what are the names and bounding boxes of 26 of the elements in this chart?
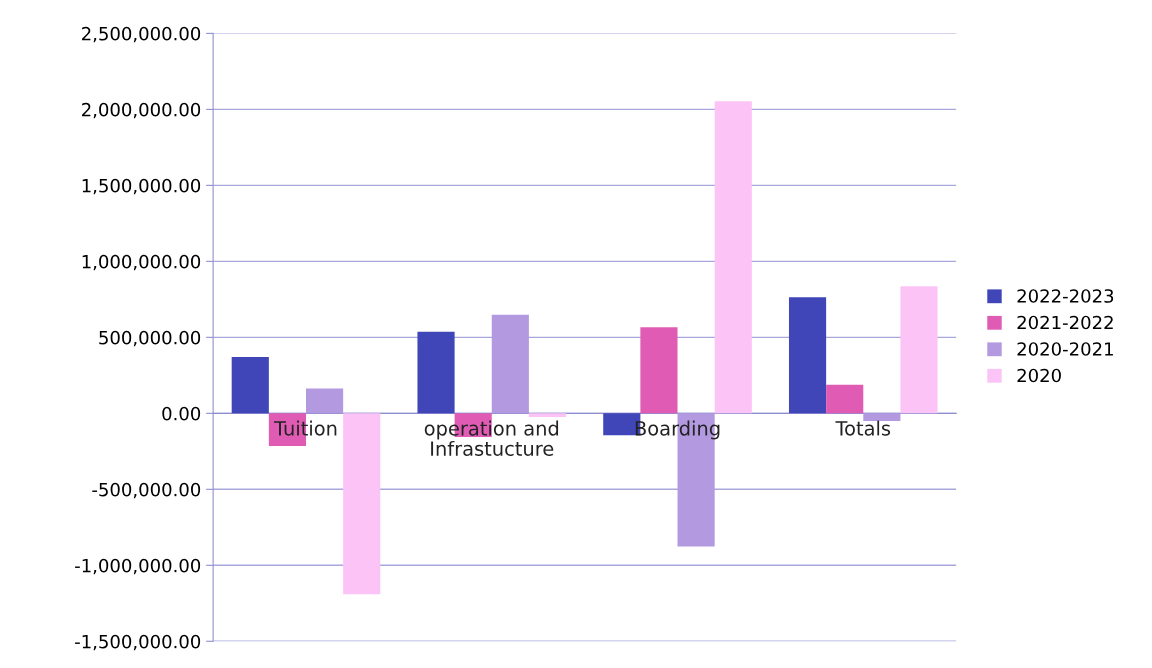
bar	[306, 388, 344, 414]
y-tick-label: 1,000,000.00	[82, 254, 201, 271]
y-tick-label: -1,000,000.00	[75, 558, 201, 575]
legend-label: 2020-2021	[1017, 342, 1113, 356]
y-tick-label: 2,000,000.00	[82, 102, 201, 119]
y-tick-label: 1,500,000.00	[82, 178, 201, 195]
y-tick-label: 500,000.00	[99, 330, 201, 347]
legend-label: 2021-2022	[1017, 315, 1113, 330]
x-tick-label: Totals	[835, 420, 891, 436]
y-tick-label: 2,500,000.00	[82, 26, 201, 43]
y-tick-label: -1,500,000.00	[75, 634, 201, 651]
bar	[900, 286, 938, 414]
bar	[863, 413, 901, 421]
bar	[714, 101, 752, 414]
bar	[788, 297, 827, 414]
bar	[343, 413, 381, 595]
bar	[491, 314, 529, 414]
y-tick-label: -500,000.00	[92, 482, 201, 499]
legend-label: 2020	[1017, 368, 1061, 383]
legend-label: 2022-2023	[1017, 289, 1114, 303]
bar	[826, 384, 864, 414]
y-tick-label: 0.00	[162, 406, 201, 421]
bar	[528, 413, 567, 418]
bar	[640, 327, 678, 414]
bar	[231, 357, 269, 414]
bar	[417, 331, 455, 414]
